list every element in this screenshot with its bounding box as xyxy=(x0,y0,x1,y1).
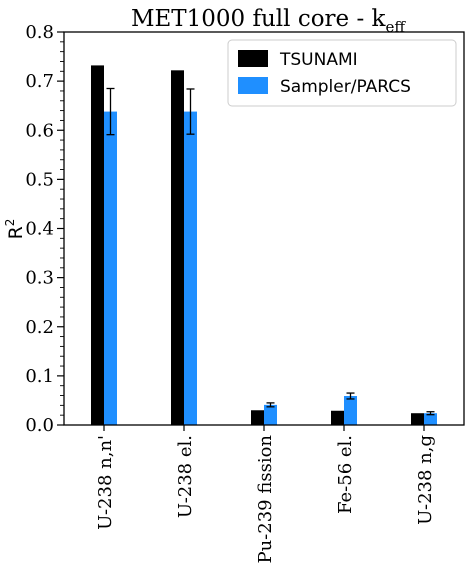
y-axis: 0.0 0.1 0.2 0.3 0.4 0.5 0.6 0.7 0.8 xyxy=(25,22,64,436)
bar-sampler-parcs xyxy=(424,413,437,425)
y-tick-label: 0.4 xyxy=(25,219,54,240)
x-tick-label: Pu-239 fission xyxy=(255,435,276,564)
legend-swatch xyxy=(238,77,268,94)
legend: TSUNAMI Sampler/PARCS xyxy=(227,39,457,107)
y-tick-label: 0.2 xyxy=(25,317,54,338)
y-tick-label: 0.0 xyxy=(25,415,54,436)
y-tick-label: 0.5 xyxy=(25,169,54,190)
x-tick-label: U-238 n,n' xyxy=(95,435,116,530)
bar-sampler-parcs xyxy=(104,111,117,426)
legend-label: TSUNAMI xyxy=(279,50,358,70)
error-bars-group xyxy=(106,87,435,416)
bar-tsunami xyxy=(91,65,104,425)
y-tick-label: 0.8 xyxy=(25,22,54,43)
x-tick-label: U-238 n,g xyxy=(415,435,436,525)
bar-sampler-parcs xyxy=(184,111,197,426)
y-tick-label: 0.6 xyxy=(25,120,54,141)
x-axis: U-238 n,n' U-238 el. Pu-239 fission Fe-56 e… xyxy=(95,425,436,564)
y-axis-label: R2 xyxy=(3,219,27,240)
bar-tsunami xyxy=(171,70,184,425)
bars-group xyxy=(91,65,437,426)
plot-frame xyxy=(63,31,465,426)
bar-sampler-parcs xyxy=(264,404,277,425)
legend-swatch xyxy=(238,50,268,67)
y-tick-label: 0.3 xyxy=(25,268,54,289)
y-tick-label: 0.1 xyxy=(25,366,54,387)
bar-tsunami xyxy=(331,410,344,425)
bar-tsunami xyxy=(251,410,264,425)
legend-box xyxy=(227,39,457,107)
x-tick-label: Fe-56 el. xyxy=(335,435,356,514)
bar-sampler-parcs xyxy=(344,396,357,425)
y-tick-label: 0.7 xyxy=(25,71,54,92)
x-tick-label: U-238 el. xyxy=(175,435,196,518)
legend-label: Sampler/PARCS xyxy=(280,77,411,97)
bar-tsunami xyxy=(411,413,424,425)
